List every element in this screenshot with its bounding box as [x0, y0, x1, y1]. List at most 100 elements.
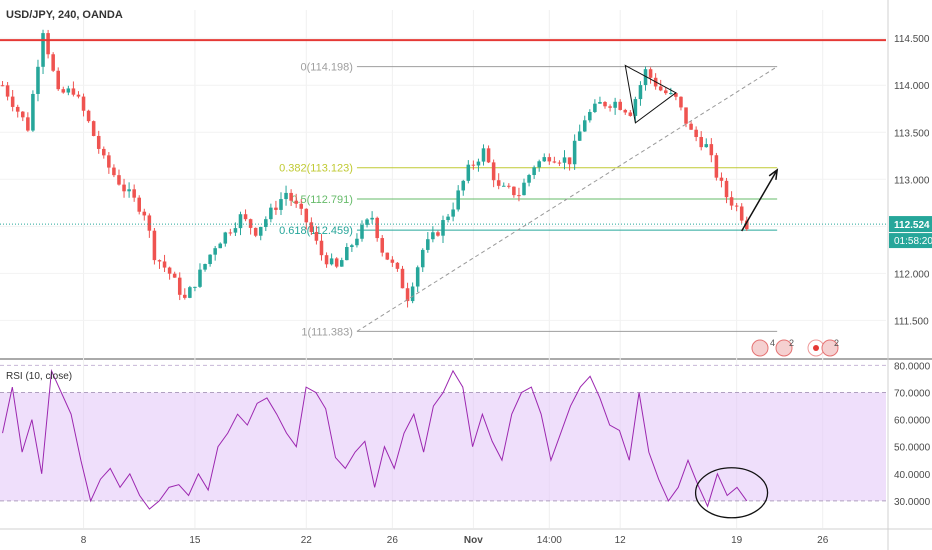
candle-body — [552, 161, 557, 163]
candle-body — [61, 89, 66, 93]
candle-body — [410, 286, 415, 302]
candle-body — [26, 117, 30, 131]
candle-body — [122, 184, 126, 192]
candle-body — [218, 243, 223, 249]
candle-body — [284, 192, 288, 200]
rsi-polyline — [2, 368, 748, 510]
time-tick-label: 19 — [731, 535, 743, 546]
candle-body — [56, 70, 60, 90]
chart-drawings[interactable] — [0, 39, 886, 332]
candle-body — [628, 112, 633, 116]
us-flag-icon[interactable] — [751, 339, 769, 357]
candle-body — [208, 254, 212, 265]
candle-body — [188, 287, 192, 298]
candle-body — [223, 232, 228, 244]
candle-body — [431, 232, 435, 240]
candle-body — [370, 217, 374, 220]
candle-body — [309, 222, 314, 232]
candle-body — [243, 214, 248, 220]
candle-body — [203, 264, 207, 270]
projection-arrow — [741, 169, 778, 232]
candlestick-series — [0, 29, 749, 308]
candle-body — [294, 200, 298, 204]
candle-body — [147, 215, 152, 231]
candle-body — [648, 69, 653, 78]
candle-body — [415, 267, 420, 287]
candle-body — [66, 88, 71, 93]
time-tick-label: 15 — [189, 535, 201, 546]
candle-body — [608, 106, 612, 108]
candle-body — [658, 86, 663, 91]
candle-body — [36, 66, 40, 94]
candle-body — [117, 175, 121, 185]
candle-body — [426, 239, 430, 250]
candle-body — [466, 164, 471, 181]
candle-body — [491, 162, 496, 181]
candle-body — [729, 197, 734, 206]
price-tick-label: 114.500 — [894, 34, 930, 45]
candle-body — [694, 129, 698, 138]
candle-body — [279, 199, 283, 210]
candle-body — [269, 207, 273, 220]
candle-body — [638, 85, 643, 100]
candle-body — [172, 273, 177, 278]
price-tick-label: 112.000 — [894, 269, 930, 280]
candle-body — [350, 245, 354, 248]
candle-body — [684, 107, 688, 124]
symbol-title[interactable]: USD/JPY, 240, OANDA — [6, 9, 123, 21]
candle-body — [542, 157, 547, 162]
us-flag-icon[interactable] — [775, 339, 793, 357]
candle-body — [618, 101, 622, 110]
time-axis[interactable]: 8 15 22 26 Nov 14:00 12 19 26 — [81, 535, 829, 546]
rsi-tick-label: 50.0000 — [894, 443, 931, 454]
candle-body — [213, 248, 217, 255]
candle-body — [258, 226, 263, 236]
candle-body — [304, 208, 309, 223]
candle-body — [21, 111, 25, 118]
candle-body — [744, 220, 749, 230]
rsi-tick-label: 60.0000 — [894, 416, 931, 427]
economic-events[interactable]: 4 2 2 — [751, 338, 839, 357]
candle-body — [264, 219, 268, 227]
candle-body — [633, 99, 638, 116]
candle-body — [329, 258, 334, 265]
candle-body — [365, 219, 369, 225]
candle-body — [395, 262, 400, 269]
time-tick-label: 26 — [387, 535, 399, 546]
candle-body — [233, 228, 238, 233]
candle-body — [719, 177, 724, 181]
candle-body — [456, 190, 460, 210]
candle-body — [663, 90, 668, 94]
candle-body — [689, 123, 693, 130]
candle-body — [112, 167, 116, 176]
candle-body — [588, 111, 592, 121]
candle-body — [669, 93, 673, 95]
time-tick-label: 26 — [817, 535, 829, 546]
candle-body — [142, 211, 147, 216]
candle-body — [603, 102, 607, 107]
rsi-line — [2, 368, 769, 519]
rsi-title[interactable]: RSI (10, close) — [6, 371, 72, 382]
us-flag-icon[interactable] — [821, 339, 839, 357]
candle-body — [709, 144, 714, 156]
time-tick-label: 12 — [615, 535, 627, 546]
candle-body — [446, 216, 450, 221]
fib-level-label: 0.5(112.791) — [291, 194, 353, 206]
candle-body — [593, 103, 597, 112]
candle-body — [51, 54, 55, 71]
fibonacci-retracement[interactable]: 0(114.198)0.382(113.123)0.5(112.791)0.61… — [279, 62, 778, 339]
price-axis[interactable]: 114.500114.000113.500113.000112.500112.0… — [889, 34, 932, 508]
price-tick-label: 113.000 — [894, 175, 930, 186]
candle-body — [375, 217, 379, 239]
candle-body — [572, 140, 577, 165]
current-price-badge — [889, 216, 932, 233]
candle-body — [532, 167, 536, 176]
event-count: 2 — [834, 338, 839, 348]
candle-body — [405, 288, 410, 302]
candle-body — [577, 131, 582, 141]
candle-body — [339, 260, 344, 267]
candle-body — [198, 269, 202, 287]
candle-body — [496, 180, 501, 186]
fib-level-label: 0(114.198) — [301, 62, 353, 74]
